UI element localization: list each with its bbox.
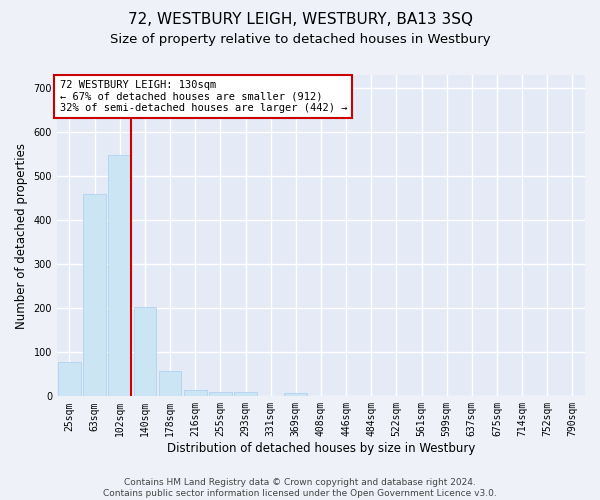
Bar [284,393,307,396]
Bar [83,194,106,396]
Bar [209,392,232,396]
Bar [58,362,81,396]
X-axis label: Distribution of detached houses by size in Westbury: Distribution of detached houses by size … [167,442,475,455]
Bar [234,392,257,396]
Text: Size of property relative to detached houses in Westbury: Size of property relative to detached ho… [110,32,490,46]
Text: Contains HM Land Registry data © Crown copyright and database right 2024.
Contai: Contains HM Land Registry data © Crown c… [103,478,497,498]
Text: 72, WESTBURY LEIGH, WESTBURY, BA13 3SQ: 72, WESTBURY LEIGH, WESTBURY, BA13 3SQ [128,12,473,28]
Bar [134,307,156,396]
Bar [184,390,206,396]
Bar [109,155,131,396]
Bar [159,371,181,396]
Y-axis label: Number of detached properties: Number of detached properties [15,142,28,328]
Text: 72 WESTBURY LEIGH: 130sqm
← 67% of detached houses are smaller (912)
32% of semi: 72 WESTBURY LEIGH: 130sqm ← 67% of detac… [59,80,347,113]
